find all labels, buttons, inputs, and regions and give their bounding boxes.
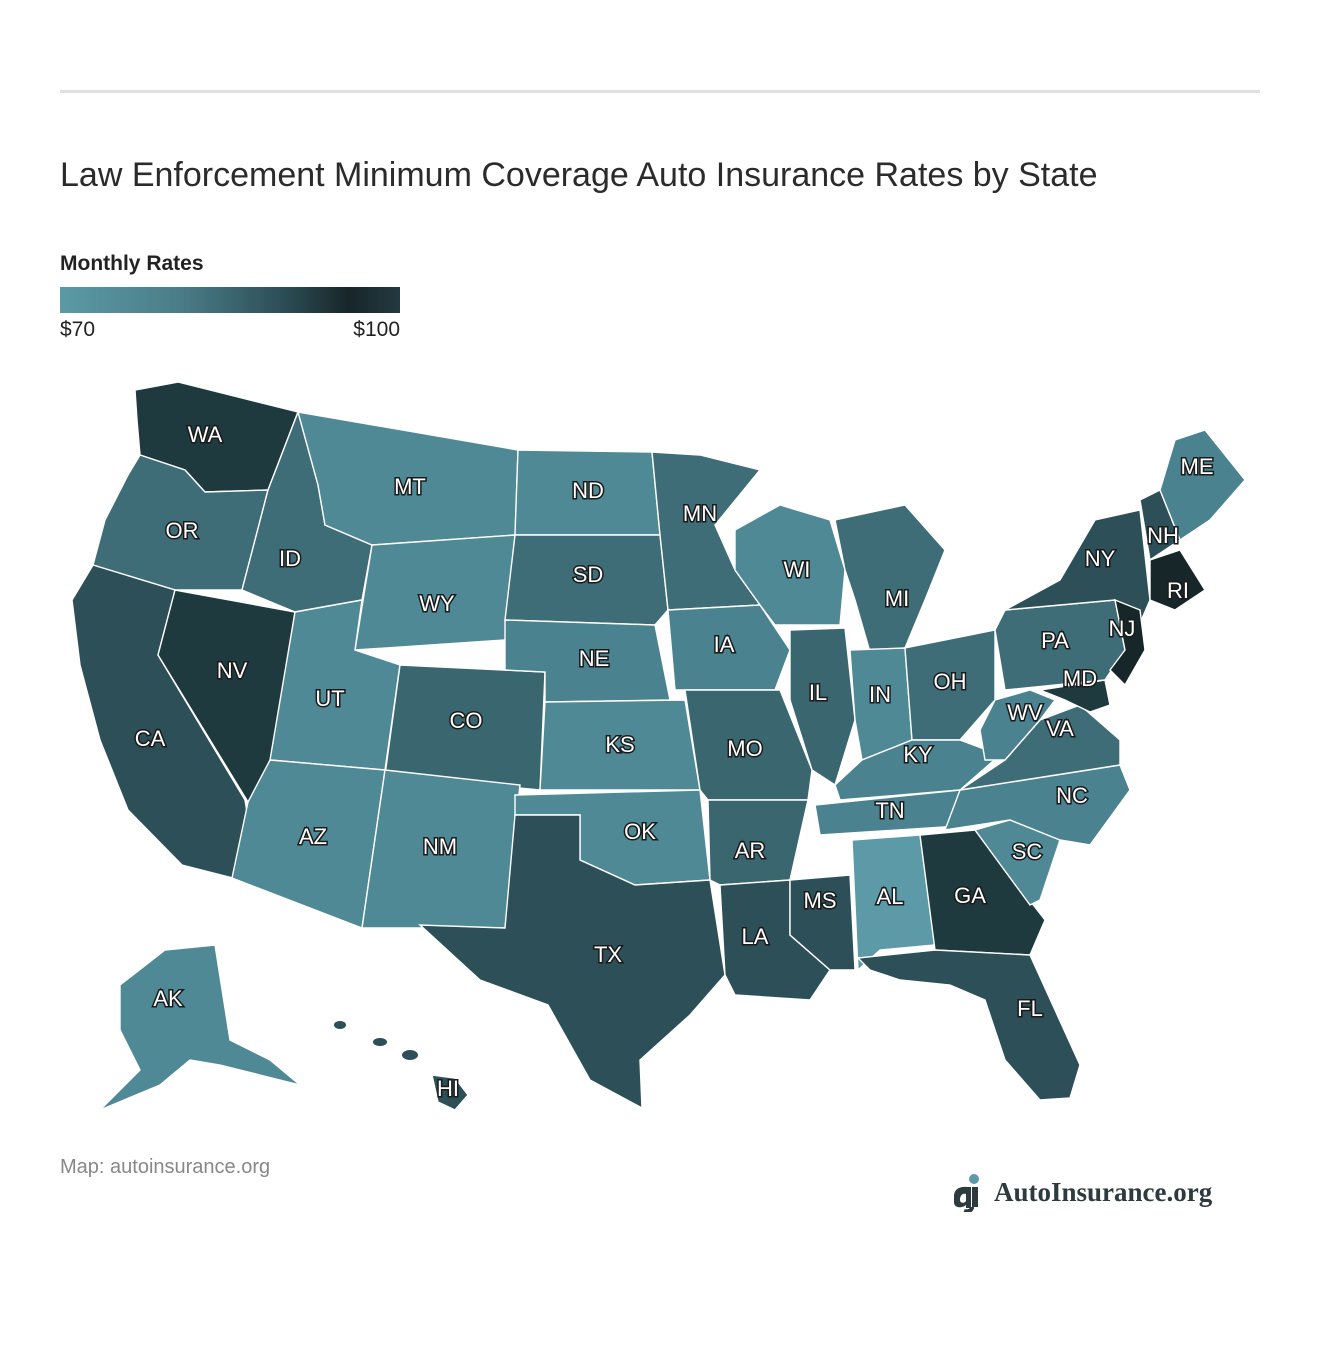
state-shape-ia xyxy=(667,604,791,691)
state-label-tx: TX xyxy=(594,942,622,967)
state-label-mt: MT xyxy=(394,474,426,499)
state-shape-ga xyxy=(919,829,1046,956)
state-label-nv: NV xyxy=(217,658,248,683)
state-label-ga: GA xyxy=(954,883,986,908)
state-label-az: AZ xyxy=(299,824,327,849)
state-shape-nh xyxy=(1139,489,1181,562)
state-label-me: ME xyxy=(1181,454,1214,479)
state-shape-hi xyxy=(431,1074,469,1111)
legend-min-label: $70 xyxy=(60,318,96,341)
state-shape-ak xyxy=(99,944,301,1111)
state-label-wa: WA xyxy=(188,422,223,447)
state-label-ny: NY xyxy=(1085,546,1116,571)
state-label-wi: WI xyxy=(784,557,811,582)
state-label-nd: ND xyxy=(572,478,604,503)
state-label-mn: MN xyxy=(683,501,717,526)
state-label-ri: RI xyxy=(1167,578,1189,603)
state-label-il: IL xyxy=(809,680,827,705)
state-label-va: VA xyxy=(1046,716,1074,741)
state-label-ut: UT xyxy=(315,686,344,711)
state-label-ak: AK xyxy=(153,986,183,1011)
state-label-or: OR xyxy=(166,518,199,543)
state-shape-wv xyxy=(979,689,1057,761)
state-label-co: CO xyxy=(450,708,483,733)
state-label-ia: IA xyxy=(714,632,735,657)
state-label-md: MD xyxy=(1063,666,1097,691)
chart-title: Law Enforcement Minimum Coverage Auto In… xyxy=(60,156,1098,194)
state-shape-tx xyxy=(418,814,726,1110)
state-label-id: ID xyxy=(279,546,301,571)
map-credit: Map: autoinsurance.org xyxy=(60,1156,271,1178)
state-shape-ri xyxy=(1149,549,1206,611)
state-label-hi: HI xyxy=(437,1076,459,1101)
state-label-nm: NM xyxy=(423,834,457,859)
state-label-wv: WV xyxy=(1007,700,1043,725)
autoinsurance-logo-icon xyxy=(950,1172,984,1214)
legend-title: Monthly Rates xyxy=(60,252,204,275)
state-shape-md xyxy=(1037,679,1111,713)
state-label-ar: AR xyxy=(735,838,766,863)
legend-max-label: $100 xyxy=(353,318,400,341)
hawaii-island xyxy=(402,1050,418,1060)
state-shape-nc xyxy=(943,764,1131,846)
brand-logo: AutoInsurance.org xyxy=(950,1172,1213,1214)
state-shape-ky xyxy=(834,739,1002,801)
hawaii-island xyxy=(334,1021,346,1029)
state-label-mo: MO xyxy=(727,736,762,761)
state-label-mi: MI xyxy=(885,586,909,611)
state-label-nh: NH xyxy=(1147,523,1179,548)
state-label-oh: OH xyxy=(934,669,967,694)
top-divider xyxy=(60,90,1260,93)
state-shape-me xyxy=(1159,429,1246,542)
state-label-nc: NC xyxy=(1056,783,1088,808)
state-shape-ms xyxy=(789,874,856,971)
state-shape-wi xyxy=(734,504,846,626)
state-label-sc: SC xyxy=(1012,839,1043,864)
state-label-al: AL xyxy=(877,884,904,909)
state-shape-az xyxy=(231,759,386,929)
state-label-sd: SD xyxy=(573,562,604,587)
state-shape-al xyxy=(851,834,936,972)
state-label-wy: WY xyxy=(419,591,455,616)
state-label-ca: CA xyxy=(135,726,166,751)
state-label-ne: NE xyxy=(579,646,610,671)
state-label-ok: OK xyxy=(624,819,656,844)
state-label-fl: FL xyxy=(1017,996,1043,1021)
state-label-in: IN xyxy=(869,682,891,707)
state-shape-oh xyxy=(904,629,996,741)
hawaii-island xyxy=(373,1038,387,1046)
state-shape-or xyxy=(92,454,269,591)
state-label-ms: MS xyxy=(804,888,837,913)
legend-color-scale xyxy=(60,287,400,313)
state-shape-nj xyxy=(1109,598,1146,687)
state-label-nj: NJ xyxy=(1109,616,1136,641)
state-shape-sc xyxy=(973,819,1061,906)
state-shape-sd xyxy=(504,534,669,626)
state-shape-mi xyxy=(834,504,946,653)
state-label-ks: KS xyxy=(605,732,634,757)
state-label-tn: TN xyxy=(875,798,904,823)
state-label-la: LA xyxy=(742,924,769,949)
brand-name: AutoInsurance.org xyxy=(994,1176,1213,1207)
state-label-pa: PA xyxy=(1041,628,1069,653)
state-shape-fl xyxy=(856,949,1081,1101)
state-label-ky: KY xyxy=(903,742,933,767)
